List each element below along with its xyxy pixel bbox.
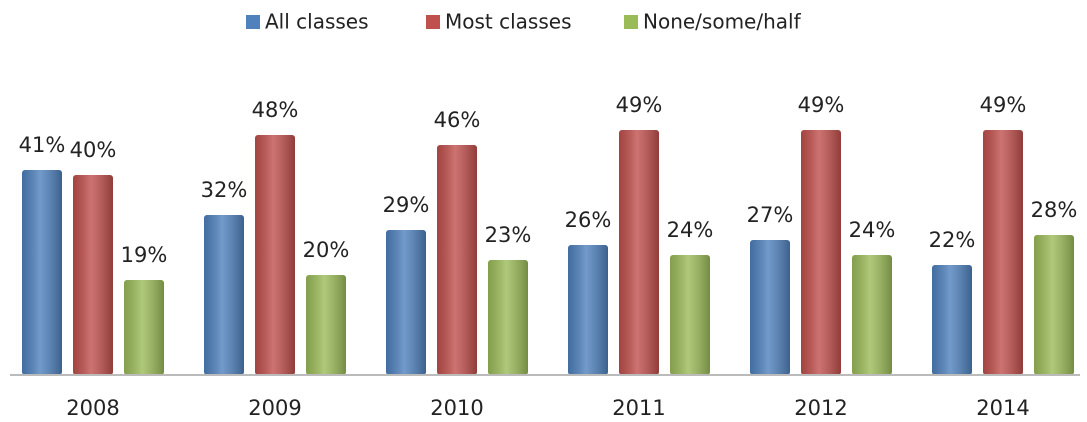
bar-shade: [1034, 235, 1074, 375]
data-label: 22%: [929, 228, 976, 252]
bar-shade: [488, 260, 528, 375]
legend-label: Most classes: [445, 10, 571, 34]
data-label: 48%: [252, 98, 299, 122]
data-label: 49%: [616, 93, 663, 117]
x-tick-label: 2008: [66, 396, 119, 420]
bar-shade: [255, 135, 295, 375]
data-label: 24%: [667, 218, 714, 242]
data-label: 26%: [565, 208, 612, 232]
data-label: 28%: [1031, 198, 1078, 222]
data-label: 27%: [747, 203, 794, 227]
bar-shade: [568, 245, 608, 375]
bar-shade: [204, 215, 244, 375]
data-label: 24%: [849, 218, 896, 242]
legend-label: None/some/half: [643, 10, 802, 34]
data-label: 19%: [121, 243, 168, 267]
legend-swatch: [426, 15, 440, 29]
data-label: 29%: [383, 193, 430, 217]
data-label: 49%: [798, 93, 845, 117]
data-label: 46%: [434, 108, 481, 132]
data-label: 32%: [201, 178, 248, 202]
x-tick-label: 2012: [794, 396, 847, 420]
legend-label: All classes: [265, 10, 369, 34]
legend-swatch: [246, 15, 260, 29]
bar-shade: [386, 230, 426, 375]
data-label: 40%: [70, 138, 117, 162]
x-tick-label: 2010: [430, 396, 483, 420]
bar-shade: [750, 240, 790, 375]
bar-shade: [801, 130, 841, 375]
bar-shade: [932, 265, 972, 375]
data-label: 49%: [980, 93, 1027, 117]
x-tick-label: 2014: [976, 396, 1029, 420]
bar-shade: [437, 145, 477, 375]
data-label: 23%: [485, 223, 532, 247]
x-tick-label: 2011: [612, 396, 665, 420]
data-label: 41%: [19, 133, 66, 157]
x-tick-label: 2009: [248, 396, 301, 420]
bar-shade: [73, 175, 113, 375]
data-label: 20%: [303, 238, 350, 262]
bar-shade: [670, 255, 710, 375]
bar-shade: [22, 170, 62, 375]
bar-shade: [852, 255, 892, 375]
bar-shade: [983, 130, 1023, 375]
bar-shade: [619, 130, 659, 375]
bar-shade: [306, 275, 346, 375]
legend-swatch: [624, 15, 638, 29]
bar-shade: [124, 280, 164, 375]
